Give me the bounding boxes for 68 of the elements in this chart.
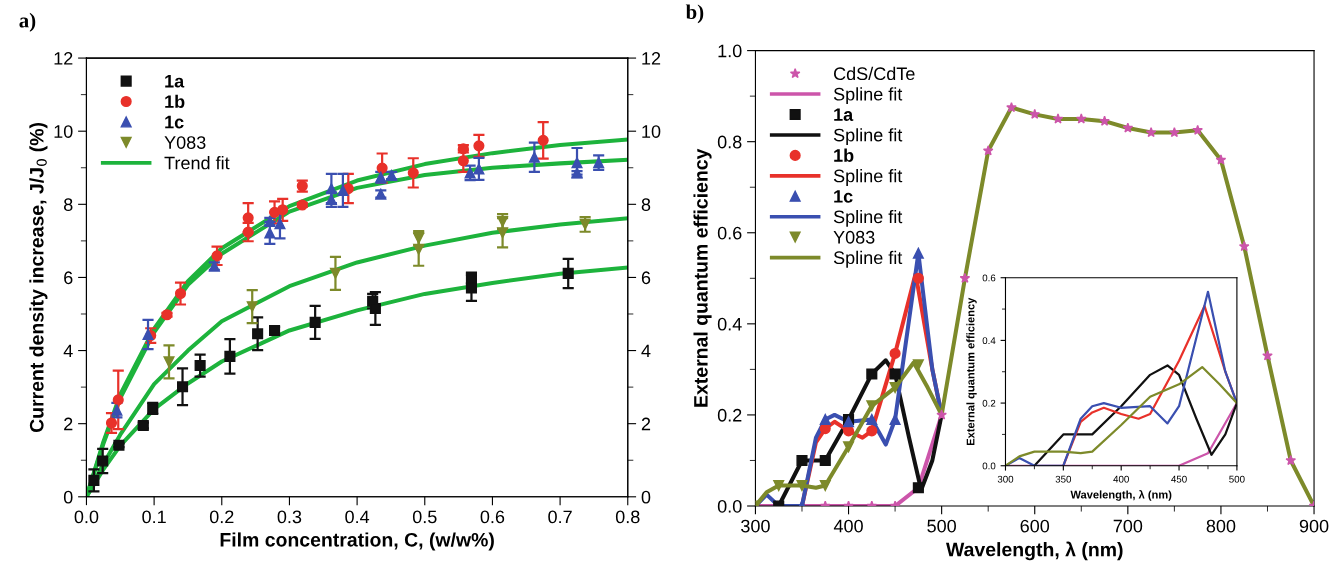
y-tick-label: 1.0 bbox=[718, 44, 742, 58]
y-tick-label: 6 bbox=[64, 271, 73, 285]
legend-label: 1a bbox=[165, 74, 185, 88]
chart-title: b) bbox=[685, 4, 704, 24]
x-tick-label: 600 bbox=[1020, 519, 1050, 533]
legend-label: 1b bbox=[165, 94, 185, 109]
x-tick-label: 450 bbox=[1171, 475, 1187, 483]
y-tick-label: 0 bbox=[63, 490, 73, 504]
legend-label: 1b bbox=[834, 148, 854, 162]
x-tick-label: 0.2 bbox=[209, 510, 234, 524]
y-tick-label: 0.2 bbox=[982, 399, 996, 407]
y-tick-label: 4 bbox=[63, 344, 73, 358]
y2-tick-label: 4 bbox=[641, 344, 651, 358]
y-tick-label: 0.6 bbox=[982, 274, 996, 282]
x-tick-label: 500 bbox=[1229, 475, 1245, 483]
x-tick-label: 900 bbox=[1299, 519, 1329, 533]
x-tick-label: 400 bbox=[1113, 475, 1129, 483]
y-tick-label: 2 bbox=[64, 417, 73, 431]
legend-label: Spline fit bbox=[833, 250, 903, 268]
y-tick-label: 0.4 bbox=[982, 337, 996, 345]
x-axis-title: Wavelength, λ (nm) bbox=[946, 541, 1123, 561]
x-tick-label: 0.4 bbox=[345, 510, 370, 524]
y-tick-label: 10 bbox=[54, 125, 73, 138]
legend-label: Y083 bbox=[164, 136, 206, 149]
y-tick-label: 12 bbox=[54, 52, 73, 65]
x-tick-label: 0.8 bbox=[615, 510, 640, 524]
x-tick-label: 0.3 bbox=[277, 510, 302, 524]
chart-title: a) bbox=[19, 12, 36, 32]
legend-label: 1c bbox=[165, 115, 184, 129]
x-tick-label: 0.5 bbox=[412, 510, 437, 524]
y2-tick-label: 6 bbox=[641, 271, 651, 285]
x-axis-title: Film concentration, C, (w/w%) bbox=[220, 532, 494, 551]
x-tick-label: 300 bbox=[997, 475, 1014, 483]
x-tick-label: 0.7 bbox=[548, 510, 572, 524]
x-tick-label: 300 bbox=[741, 519, 770, 533]
y-tick-label: 0.0 bbox=[717, 499, 742, 513]
x-tick-label: 500 bbox=[927, 519, 956, 533]
legend-label: Spline fit bbox=[833, 169, 903, 186]
legend-label: Spline fit bbox=[833, 209, 903, 227]
y-tick-label: 0.6 bbox=[717, 226, 742, 240]
legend-label: Spline fit bbox=[833, 87, 903, 105]
x-tick-label: 800 bbox=[1206, 519, 1236, 533]
legend-label: Trend fit bbox=[164, 156, 230, 170]
y2-tick-label: 8 bbox=[641, 198, 651, 212]
x-axis-title: Wavelength, λ (nm) bbox=[1070, 490, 1172, 501]
y2-tick-label: 10 bbox=[642, 125, 661, 138]
y-axis-title: External quantum efficiency bbox=[693, 148, 712, 407]
x-tick-label: 700 bbox=[1113, 519, 1143, 533]
y-tick-label: 0.8 bbox=[717, 135, 742, 149]
x-tick-label: 0.6 bbox=[480, 510, 505, 524]
x-tick-label: 400 bbox=[833, 519, 863, 533]
x-tick-label: 0.1 bbox=[142, 510, 166, 524]
y-tick-label: 8 bbox=[64, 198, 73, 212]
y-axis-title: Current density increase, J/J$_{0}$ (%) bbox=[29, 122, 48, 433]
legend-label: Y083 bbox=[833, 230, 875, 244]
y-axis-title: External quantum efficiency bbox=[966, 297, 977, 446]
legend-label: 1a bbox=[834, 108, 854, 121]
y2-tick-label: 0 bbox=[641, 490, 651, 504]
y-tick-label: 0.2 bbox=[717, 408, 742, 422]
legend-label: 1c bbox=[834, 190, 853, 203]
legend-label: Spline fit bbox=[833, 128, 903, 146]
y-tick-label: 0.0 bbox=[982, 462, 996, 470]
y2-tick-label: 12 bbox=[642, 52, 661, 65]
x-tick-label: 0.0 bbox=[74, 510, 99, 524]
x-tick-label: 350 bbox=[1055, 475, 1072, 483]
y-tick-label: 0.4 bbox=[717, 317, 742, 331]
legend-label: CdS/CdTe bbox=[834, 66, 915, 81]
y2-tick-label: 2 bbox=[641, 417, 651, 431]
